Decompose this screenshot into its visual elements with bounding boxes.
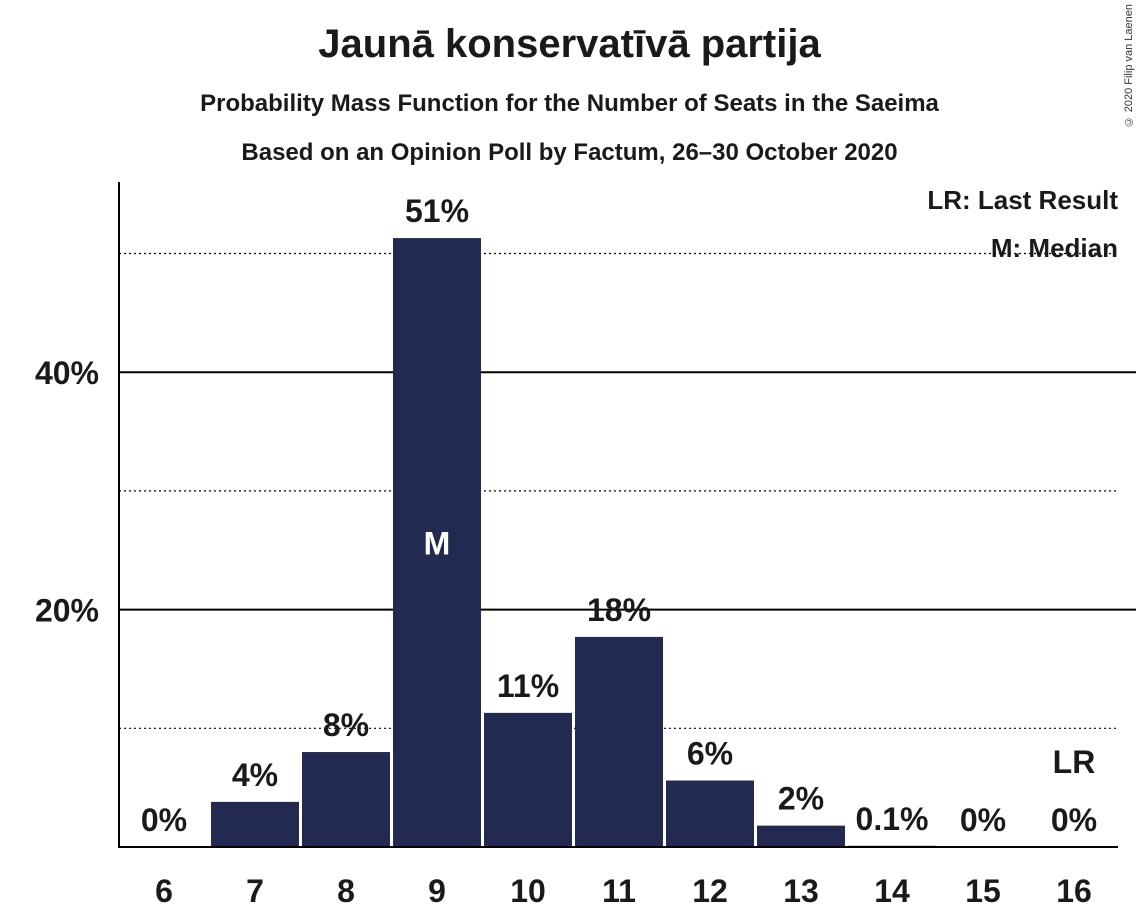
bar-value-label: 6% (687, 736, 733, 772)
x-tick-label: 9 (428, 873, 446, 909)
bar-11 (575, 636, 663, 847)
bar-value-label: 4% (232, 757, 278, 793)
x-tick-label: 10 (510, 873, 546, 909)
bar-value-label: 2% (778, 781, 824, 817)
x-tick-label: 13 (783, 873, 819, 909)
bar-labels: 0% 4% 8% 51% 11% 18% 6% 2% 0.1% 0% 0% M LR (141, 193, 1097, 838)
x-tick-label: 12 (692, 873, 728, 909)
bar-10 (484, 712, 572, 847)
chart-title: Jaunā konservatīvā partija (318, 22, 821, 66)
x-tick-label: 15 (965, 873, 1001, 909)
bar-13 (757, 825, 845, 847)
x-tick-label: 11 (602, 873, 636, 909)
x-tick-label: 7 (246, 873, 264, 909)
x-tick-label: 16 (1056, 873, 1092, 909)
median-marker: M (424, 526, 451, 562)
y-tick-label: 20% (35, 593, 99, 629)
bar-12 (666, 780, 754, 847)
bar-7 (211, 801, 299, 847)
bar-value-label: 0.1% (856, 801, 929, 837)
x-tick-label: 14 (874, 873, 910, 909)
axes: 20% 40% 6 7 8 9 10 11 12 13 14 15 16 (35, 182, 1118, 909)
legend-last-result: LR: Last Result (927, 185, 1118, 215)
bar-value-label: 8% (323, 707, 369, 743)
y-tick-label: 40% (35, 355, 99, 391)
bars (211, 238, 936, 848)
chart-subtitle: Probability Mass Function for the Number… (200, 90, 939, 117)
bar-value-label: 51% (405, 193, 469, 229)
bar-value-label: 0% (141, 802, 187, 838)
bar-value-label: 0% (1051, 802, 1097, 838)
gridlines (119, 252, 1136, 729)
bar-8 (302, 752, 390, 847)
bar-value-label: 0% (960, 802, 1006, 838)
chart-source-subtitle: Based on an Opinion Poll by Factum, 26–3… (241, 139, 898, 166)
last-result-marker: LR (1053, 744, 1096, 780)
x-tick-label: 8 (337, 873, 355, 909)
bar-value-label: 11% (497, 668, 559, 704)
bar-9 (393, 238, 481, 848)
bar-value-label: 18% (587, 592, 651, 628)
legend-median: M: Median (991, 233, 1118, 263)
x-tick-label: 6 (155, 873, 173, 909)
